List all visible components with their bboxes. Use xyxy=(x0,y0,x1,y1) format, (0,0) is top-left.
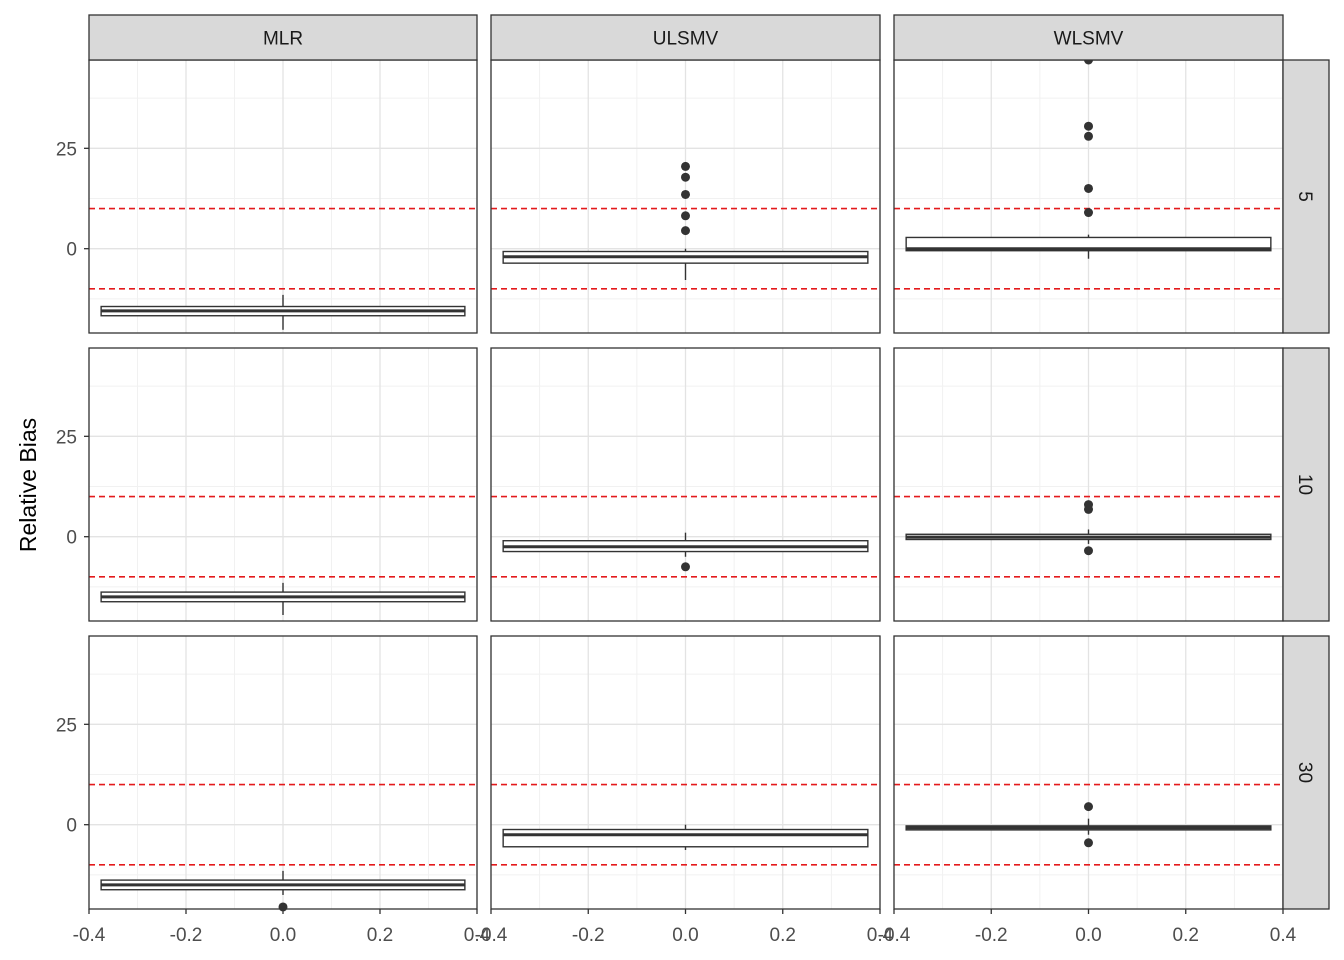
facet-column-label: WLSMV xyxy=(1054,29,1124,50)
outlier-point xyxy=(1084,121,1093,131)
facet-panel: 0 25 xyxy=(56,347,478,622)
x-tick-label: 0.0 xyxy=(672,925,698,946)
facet-panel: -0.4 -0.2 0.0 0.2 0.4 30 xyxy=(878,635,1330,946)
outlier-point xyxy=(681,562,690,572)
y-tick-label: 25 xyxy=(56,715,77,736)
x-tick-label: 0.2 xyxy=(770,925,796,946)
facet-row-label: 10 xyxy=(1294,474,1315,495)
facet-strip-top xyxy=(490,14,881,61)
facet-panel: 10 xyxy=(893,347,1330,622)
facet-panel: 0 25 -0.4 -0.2 0.0 0.2 0.4 xyxy=(56,635,491,946)
x-tick-label: 0.4 xyxy=(867,925,894,946)
facet-strip-right xyxy=(1282,59,1330,334)
y-tick-label: 0 xyxy=(66,528,77,549)
x-tick-label: -0.2 xyxy=(572,925,605,946)
y-tick-label: 25 xyxy=(56,427,77,448)
outlier-point xyxy=(1084,838,1093,848)
outlier-point xyxy=(1084,208,1093,218)
facet-strip-top xyxy=(88,14,478,61)
outlier-point xyxy=(1084,802,1093,812)
x-tick-label: 0.4 xyxy=(1270,925,1297,946)
outlier-point xyxy=(1084,183,1093,193)
outlier-point xyxy=(1084,546,1093,556)
outlier-point xyxy=(681,172,690,182)
x-tick-label: -0.4 xyxy=(475,925,508,946)
facet-row-label: 30 xyxy=(1294,762,1315,783)
facet-panel: WLSMV 5 xyxy=(893,14,1330,334)
box xyxy=(502,828,869,848)
x-tick-label: -0.4 xyxy=(878,925,911,946)
panel-border xyxy=(490,347,881,622)
x-tick-label: 0.0 xyxy=(1075,925,1101,946)
x-tick-label: 0.0 xyxy=(270,925,296,946)
outlier-point xyxy=(1084,500,1093,510)
y-axis-title: Relative Bias xyxy=(15,418,41,552)
y-axis-title-group: Relative Bias xyxy=(15,418,41,552)
facet-row-label: 5 xyxy=(1294,191,1315,202)
x-tick-label: 0.4 xyxy=(464,925,491,946)
x-tick-label: -0.2 xyxy=(170,925,203,946)
x-tick-label: -0.2 xyxy=(975,925,1008,946)
outlier-point xyxy=(681,161,690,171)
x-tick-label: -0.4 xyxy=(73,925,106,946)
facet-panel xyxy=(490,347,881,622)
facet-strip-right xyxy=(1282,635,1330,910)
facet-strip-right xyxy=(1282,347,1330,622)
y-tick-label: 0 xyxy=(66,816,77,837)
facet-strip-top xyxy=(893,14,1284,61)
facet-column-label: ULSMV xyxy=(653,29,719,50)
facet-panel: -0.4 -0.2 0.0 0.2 0.4 xyxy=(475,635,894,946)
y-tick-label: 25 xyxy=(56,139,77,160)
outlier-point xyxy=(681,189,690,199)
facet-panel: 0 25 MLR xyxy=(56,14,478,334)
facet-column-label: MLR xyxy=(263,29,303,50)
x-tick-label: 0.2 xyxy=(1173,925,1199,946)
x-tick-label: 0.2 xyxy=(367,925,393,946)
outlier-point xyxy=(1084,131,1093,141)
outlier-point xyxy=(681,211,690,221)
y-tick-label: 0 xyxy=(66,240,77,261)
outlier-point xyxy=(681,226,690,236)
facet-panel: ULSMV xyxy=(490,14,881,334)
panel-border xyxy=(88,347,478,622)
